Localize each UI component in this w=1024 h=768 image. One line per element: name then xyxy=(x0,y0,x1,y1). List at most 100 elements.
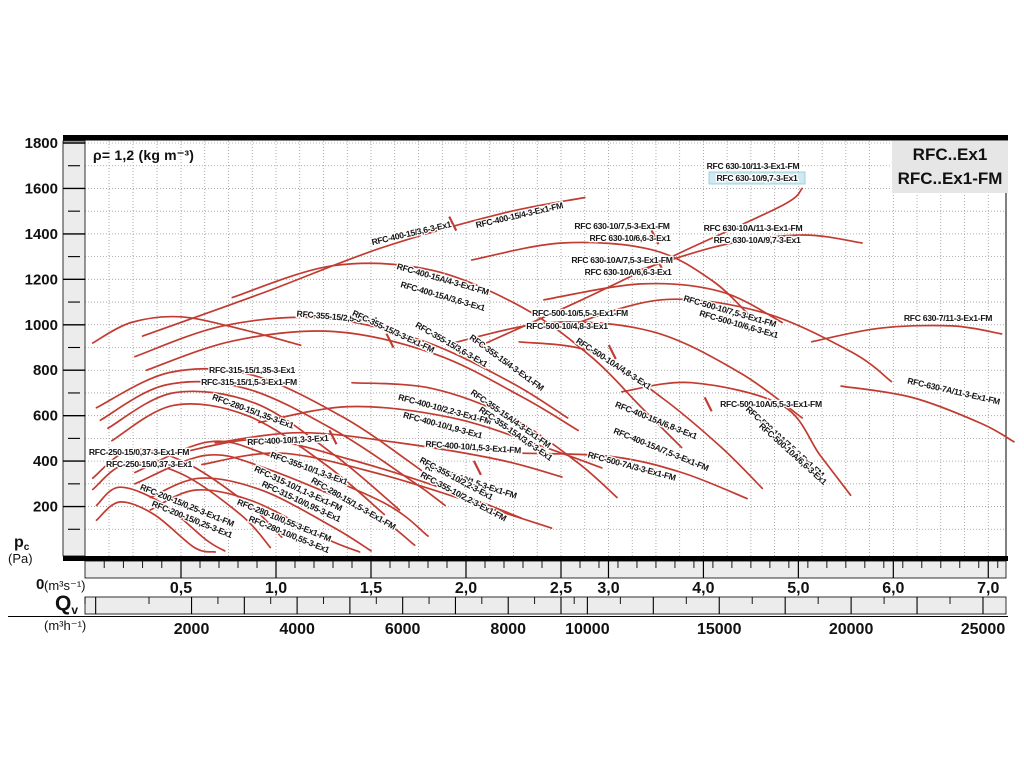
curve-path xyxy=(810,324,1003,343)
curve-path xyxy=(480,187,804,347)
air-density-label: ρ= 1,2 (kg m⁻³) xyxy=(93,147,195,163)
curve-path xyxy=(149,488,361,553)
curve-path xyxy=(95,367,460,499)
curve-label: RFC 630-10/9,7-3-Ex1 xyxy=(717,173,798,183)
x-axis-tick-label-m3h: 10000 xyxy=(565,621,610,638)
x-axis-tick-label-m3s: 0,5 xyxy=(170,580,192,597)
curve-path xyxy=(543,282,784,324)
x-axis-tick-label-m3s: 1,5 xyxy=(360,580,382,597)
curve-label: RFC-500-10A/4,8-3-Ex1 xyxy=(574,336,653,392)
curve-path xyxy=(99,380,446,507)
curve-label: RFC 630-10A/6,6-3-Ex1 xyxy=(585,267,672,277)
curve-label: RFC-400-10/1,5-3-Ex1-FM xyxy=(425,439,521,456)
curve-label: RFC-500-10A/5,5-3-Ex1-FM xyxy=(720,399,822,409)
x-axis-tick-label-m3h: 25000 xyxy=(961,621,1006,638)
speed-tick xyxy=(607,344,617,360)
speed-tick xyxy=(328,429,338,445)
x-axis-tick-label-m3h: 15000 xyxy=(697,621,742,638)
curve-label: RFC 630-7/11-3-Ex1-FM xyxy=(904,313,992,323)
curve-label: RFC 630-10/7,5-3-Ex1-FM xyxy=(574,221,669,231)
curve-path xyxy=(141,196,586,337)
y-axis-tick-label: 1800 xyxy=(25,135,58,152)
curve-path xyxy=(134,316,569,419)
curve-path xyxy=(95,501,217,553)
x-axis-tick-label-m3s: 5,0 xyxy=(787,580,809,597)
label-highlight-box xyxy=(708,171,806,185)
y-axis-symbol: p xyxy=(14,534,24,551)
x-axis-tick-label-m3s: 7,0 xyxy=(977,580,999,597)
curve-label: RFC 630-10/6,6-3-Ex1 xyxy=(590,233,671,243)
curve-path xyxy=(470,241,753,319)
y-axis-symbol-sub: c xyxy=(23,542,30,553)
curve-path xyxy=(351,381,618,499)
x-axis-tick-label-m3h: 2000 xyxy=(174,621,210,638)
legend-line-ex1-fm: RFC..Ex1-FM xyxy=(897,169,1003,188)
flow-symbol-sub: v xyxy=(71,603,79,617)
curve-path xyxy=(201,452,553,529)
speed-tick xyxy=(657,260,667,276)
x-axis-tick-label-m3s: 3,0 xyxy=(597,580,619,597)
x-axis-tick-label-m3s: 2,0 xyxy=(455,580,477,597)
x-axis-unit-m3s: (m³s⁻¹) xyxy=(44,578,86,593)
y-axis-title: pc xyxy=(14,534,29,553)
curve-path xyxy=(620,381,852,497)
legend-box: RFC..Ex1 RFC..Ex1-FM xyxy=(892,141,1008,193)
speed-tick xyxy=(703,396,713,412)
curve-path xyxy=(145,330,579,432)
x-axis-tick-label-m3s: 4,0 xyxy=(692,580,714,597)
curve-label: RFC 630-10A/11-3-Ex1-FM xyxy=(704,223,803,233)
curve-path xyxy=(107,390,401,511)
x-axis-tick-label-m3h: 6000 xyxy=(385,621,421,638)
flow-symbol: Q xyxy=(55,592,72,615)
x-ruler-m3h xyxy=(84,596,1007,615)
curve-path xyxy=(231,262,683,449)
curve-path xyxy=(522,452,748,500)
y-axis-tick-label: 1600 xyxy=(25,180,58,197)
y-axis-tick-label: 1000 xyxy=(25,317,58,334)
y-axis-tick-label: 400 xyxy=(33,453,58,470)
curve-path xyxy=(518,340,764,490)
legend-line-ex1: RFC..Ex1 xyxy=(912,145,988,164)
x-axis-tick-label-m3h: 8000 xyxy=(490,621,526,638)
curve-path xyxy=(214,431,563,478)
curve-label: RFC 630-10A/7,5-3-Ex1-FM xyxy=(571,255,672,265)
curve-path xyxy=(561,298,893,383)
y-axis-unit: (Pa) xyxy=(8,551,33,566)
speed-tick xyxy=(448,216,458,232)
y-axis-tick-label: 800 xyxy=(33,362,58,379)
speed-tick xyxy=(472,460,482,476)
y-axis-tick-label: 200 xyxy=(33,499,58,516)
curve-label: RFC-400-15/3,6-3-Ex1 xyxy=(371,219,453,247)
x-axis-tick-label-m3h: 4000 xyxy=(279,621,315,638)
y-axis-tick-label: 600 xyxy=(33,408,58,425)
curve-label: RFC-315-15/1,35-3-Ex1 xyxy=(209,365,295,375)
speed-tick xyxy=(650,229,660,245)
x-axis-tick-label-m3s: 2,5 xyxy=(550,580,572,597)
x-axis-tick-label-m3s: 1,0 xyxy=(265,580,287,597)
curve-label: RFC-500-10/5,5-3-Ex1-FM xyxy=(532,308,628,318)
curve-path xyxy=(111,403,386,516)
curve-path xyxy=(840,385,1015,443)
curve-path xyxy=(134,453,416,547)
curve-label: RFC-400-15/4-3-Ex1-FM xyxy=(475,200,564,230)
curve-label: RFC-400-10/1,3-3-Ex1 xyxy=(247,433,329,447)
x-axis-unit-m3h: (m³h⁻¹) xyxy=(44,618,87,633)
y-axis-tick-label: 1400 xyxy=(25,226,58,243)
curve-label: RFC-250-15/0,37-3-Ex1 xyxy=(106,459,192,469)
x-axis-tick-label-m3s: 6,0 xyxy=(882,580,904,597)
x-axis-tick-label-m3h: 20000 xyxy=(829,621,874,638)
curve-path xyxy=(134,440,429,537)
curve-path xyxy=(91,461,272,549)
y-axis-tick-label: 1200 xyxy=(25,271,58,288)
curve-path xyxy=(91,315,302,347)
curve-label: RFC 630-10/11-3-Ex1-FM xyxy=(707,161,800,171)
curve-path xyxy=(631,234,863,274)
curve-path xyxy=(149,477,372,552)
y-axis-ruler xyxy=(62,140,86,557)
curve-label: RFC-280-15/1,35-3-Ex1 xyxy=(211,392,296,431)
curve-label: RFC-500-10/4,8-3-Ex1 xyxy=(526,321,608,331)
flow-axis-title: Qv xyxy=(55,592,78,617)
curve-label: RFC-315-15/1,5-3-Ex1-FM xyxy=(201,377,297,387)
